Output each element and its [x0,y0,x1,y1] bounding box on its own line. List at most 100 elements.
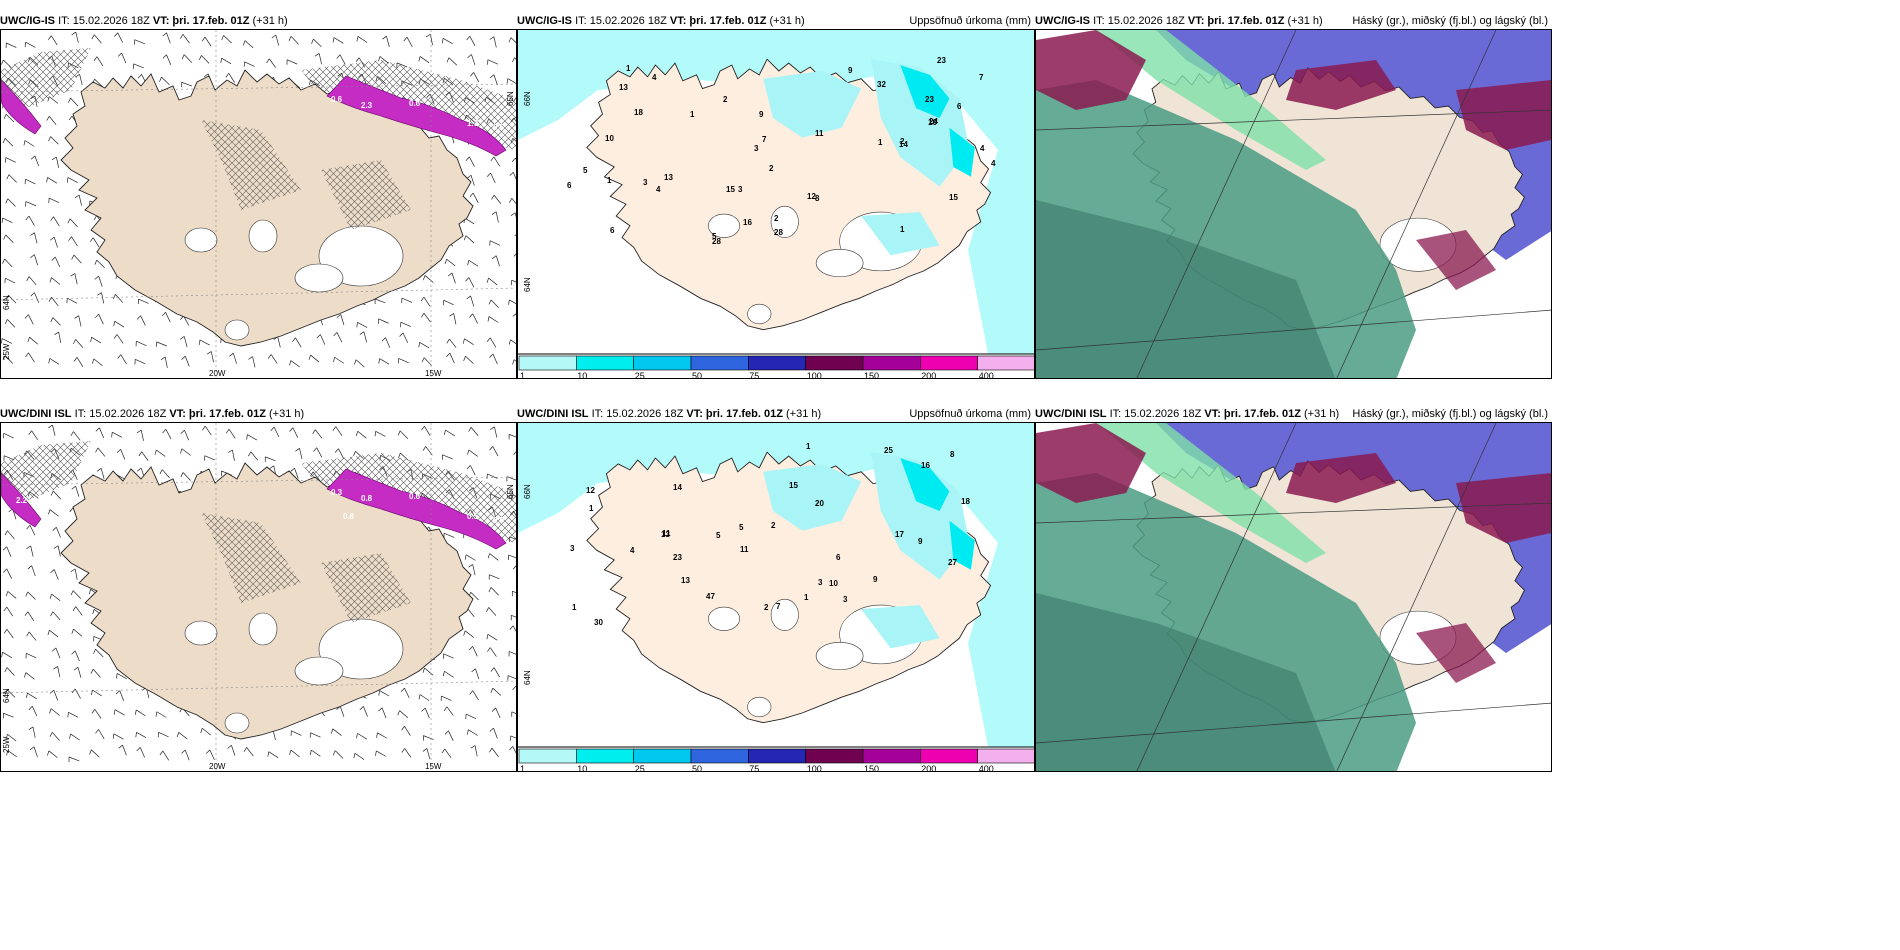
init-time: IT: 15.02.2026 18Z [74,408,167,420]
precip-value-label: 8 [950,450,955,459]
lat-label: 64N [2,295,11,310]
low-cloud-area [1456,80,1551,150]
precip-map: 1 1 2 2 2 2 3 3 3 4 4 4 5 6 6 7 8 9 10 11 12 13 13 14 15 15 16 18 23… [517,29,1035,379]
precip-hatch [1,441,91,503]
cloud-map [1035,29,1552,379]
scale-swatch [862,355,921,371]
precip-area [861,605,940,649]
graticule [1036,30,1551,378]
precip-value-label: 3 [754,144,759,153]
scale-tick-label: 200 [921,371,936,379]
precip-value-label: 23 [925,95,934,104]
precip-value-label: 11 [662,529,671,538]
scale-tick-label: 200 [921,764,936,772]
lead-time: (+31 h) [769,15,805,27]
precip-value-label: 5 [716,531,721,540]
precip-value-label: 5 [712,232,717,241]
precip-value-label: 1 [626,64,631,73]
precip-value-label: 15 [949,193,958,202]
lead-time: (+31 h) [269,408,305,420]
field-title: Háský (gr.), miðský (fj.bl.) og lágský (… [1352,15,1548,27]
precip-value-label: 23 [937,56,946,65]
model-name: UWC/DINI ISL [1035,408,1107,420]
glacier-outline [224,712,250,734]
panel-cloud-dini: UWC/DINI ISL IT: 15.02.2026 18Z VT: þri.… [1035,406,1552,772]
panel-precip-dini: UWC/DINI ISL IT: 15.02.2026 18Z VT: þri.… [517,406,1035,772]
precip-value-label: 27 [948,558,957,567]
precip-value-label: 12 [586,486,595,495]
precip-value-label: 32 [877,80,886,89]
scale-tick-label: 75 [749,764,759,772]
init-time: IT: 15.02.2026 18Z [1093,15,1185,27]
scale-swatch [633,355,692,371]
panel-title: UWC/DINI ISL IT: 15.02.2026 18Z VT: þri.… [517,406,1035,422]
lat-label: 66N [523,91,532,106]
precip-value-label: 1 [607,176,612,185]
precip-value-label: 30 [594,618,603,627]
glacier-outline [184,227,218,253]
scale-swatch [748,748,806,764]
valid-time: VT: þri. 17.feb. 01Z [152,15,250,27]
low-cloud-area [1036,30,1146,110]
wind-map: 0.3 0.8 0.6 0.5 0.9 2.2 0.8 65N 64N 20W 15W 25W [0,422,517,772]
precip-area [763,463,862,531]
scale-swatch [518,355,577,371]
init-time: IT: 15.02.2026 18Z [1109,408,1202,420]
scale-swatch [690,355,749,371]
glacier-outline [248,612,278,646]
glacier-outline [708,606,740,631]
precip-value-label: 2 [900,137,905,146]
precip-value-label: 0.6 [409,99,421,108]
scale-tick-label: 400 [979,371,994,379]
cloud-map [1035,422,1552,772]
panel-title: UWC/DINI ISL IT: 15.02.2026 18Z VT: þri.… [1035,406,1552,422]
precip-area [900,65,950,118]
glacier-outline [294,656,344,686]
scale-swatch [805,748,864,764]
precip-value-label: 11 [815,129,824,138]
precip-value-label: 1.7 [467,119,479,128]
scale-tick-label: 50 [692,764,702,772]
precip-value-label: 12 [807,192,816,201]
precip-value-label: 23 [673,553,682,562]
precip-value-label: 3 [570,544,575,553]
scale-tick-label: 10 [577,764,587,772]
scale-swatch [518,748,577,764]
precip-value-label: 9 [873,575,878,584]
lat-label: 64N [523,670,532,685]
precip-value-label: 2 [769,164,774,173]
high-cloud-edge [1096,30,1326,170]
precip-value-label: 16 [743,218,752,227]
panel-wind-dini: UWC/DINI ISL IT: 15.02.2026 18Z VT: þri.… [0,406,517,772]
precip-value-label: 9 [918,537,923,546]
scale-tick-label: 75 [749,371,759,379]
precip-value-label: 10 [829,579,838,588]
field-title: Háský (gr.), miðský (fj.bl.) og lágský (… [1352,408,1548,420]
scale-swatch [805,355,864,371]
scale-swatch [977,748,1034,764]
precip-value-label: 2 [774,214,779,223]
high-cloud-area [1036,200,1336,378]
init-time: IT: 15.02.2026 18Z [58,15,150,27]
precip-value-label: 1 [878,138,883,147]
graticule [1,423,516,771]
valid-time: VT: þri. 17.feb. 01Z [1187,15,1285,27]
model-name: UWC/IG-IS [0,15,55,27]
glacier-outline [815,249,864,278]
precip-area [871,452,969,580]
precip-value-label: 18 [634,108,643,117]
precip-value-label: 9 [848,66,853,75]
panel-wind-igis: UWC/IG-IS IT: 15.02.2026 18Z VT: þri. 17… [0,13,517,379]
scale-swatch [977,355,1034,371]
init-time: IT: 15.02.2026 18Z [575,15,667,27]
precip-value-label: 1 [900,225,905,234]
valid-time: VT: þri. 17.feb. 01Z [669,15,767,27]
precip-value-label: 14 [899,140,908,149]
glacier-outline [708,213,740,238]
scale-tick-label: 1 [520,764,525,772]
lat-label: 65N [506,484,515,499]
model-name: UWC/DINI ISL [517,408,589,420]
precip-value-label: 3 [643,178,648,187]
panel-precip-igis: UWC/IG-IS IT: 15.02.2026 18Z VT: þri. 17… [517,13,1035,379]
lead-time: (+31 h) [1304,408,1340,420]
